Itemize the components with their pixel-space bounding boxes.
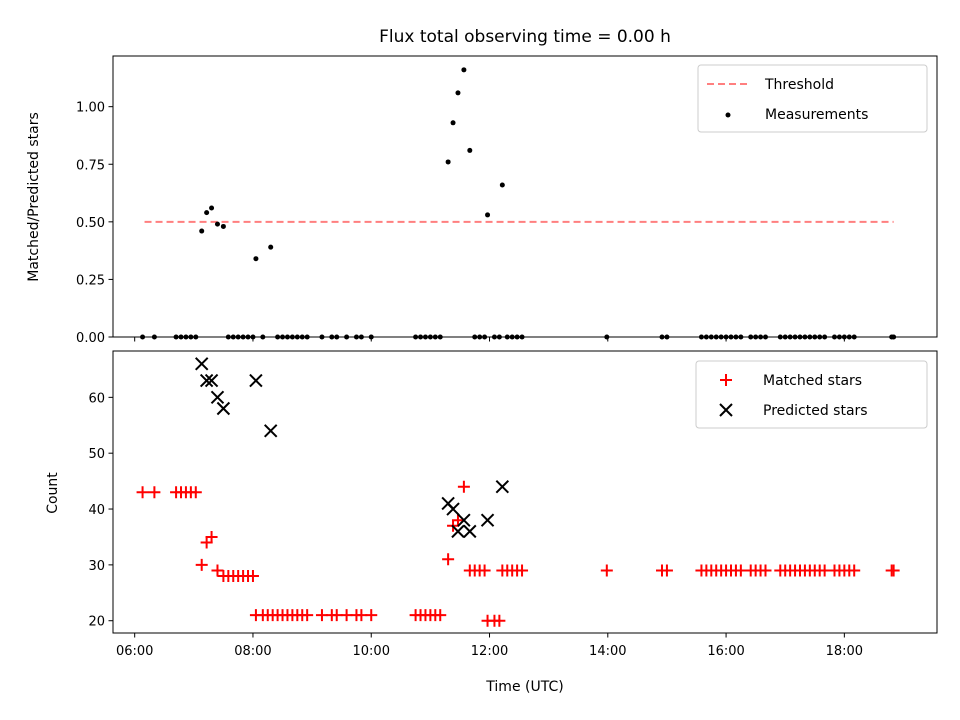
top-legend: Threshold Measurements	[697, 64, 928, 133]
measurement-point	[461, 67, 467, 73]
matched-star-point	[148, 486, 161, 499]
bottom-legend-box	[695, 360, 928, 429]
top-plot-area: 0.00 0.25 0.50 0.75 1.00	[76, 55, 938, 346]
matched-star-point	[759, 564, 772, 577]
measurement-point	[445, 159, 451, 165]
top-y-tick-label: 0.50	[76, 216, 105, 231]
matched-star-point	[660, 564, 673, 577]
bottom-plot-area: 06:00 08:00 10:00 12:00 14:00 16:00 18:00 20 30 4…	[88, 350, 938, 659]
matched-star-point	[457, 480, 470, 493]
bottom-y-tick-label: 40	[88, 503, 105, 518]
matched-star-point	[195, 558, 208, 571]
threshold-legend-label: Threshold	[764, 77, 834, 93]
matched-star-point	[478, 564, 491, 577]
measurement-point	[204, 210, 210, 216]
matched-star-point	[493, 614, 506, 627]
matched-star-point	[211, 564, 224, 577]
bottom-y-tick-label: 30	[88, 559, 105, 574]
bottom-axes-frame	[112, 350, 938, 634]
matched-star-point	[442, 553, 455, 566]
measurements-legend-label: Measurements	[765, 107, 868, 123]
bottom-x-tick-label: 12:00	[471, 644, 508, 659]
matched-star-point	[136, 486, 149, 499]
predicted-star-point	[199, 373, 214, 388]
measurement-point	[253, 256, 259, 262]
predicted-star-point	[480, 513, 495, 527]
top-y-axis-label: Matched/Predicted stars	[26, 112, 42, 282]
top-chart-title: Flux total observing time = 0.00 h	[379, 27, 671, 47]
measurement-point	[214, 221, 220, 227]
matched-star-point	[189, 486, 202, 499]
top-legend-box	[697, 64, 928, 133]
bottom-x-tick-label: 14:00	[589, 644, 626, 659]
predicted-star-point	[204, 373, 219, 388]
matched-star-point	[887, 564, 900, 577]
matched-star-point	[848, 564, 861, 577]
predicted-star-point	[216, 401, 231, 416]
measurement-point	[209, 205, 215, 211]
predicted-star-point	[249, 373, 263, 388]
top-y-tick-label: 0.75	[76, 158, 105, 173]
predicted-star-point	[495, 479, 510, 494]
measurement-point	[220, 223, 226, 229]
predicted-legend-swatch	[719, 403, 733, 417]
matched-star-point	[516, 564, 529, 577]
matched-star-point	[365, 609, 378, 622]
bottom-y-tick-label: 60	[88, 391, 105, 406]
top-y-tick-label: 0.00	[76, 331, 105, 346]
bottom-legend: Matched stars Predicted stars	[695, 360, 928, 429]
measurement-point	[485, 212, 491, 218]
matched-legend-swatch	[720, 374, 732, 386]
bottom-x-tick-label: 08:00	[234, 644, 271, 659]
measurement-point	[199, 228, 205, 234]
top-y-tick-label: 0.25	[76, 273, 105, 288]
predicted-star-point	[263, 424, 278, 438]
measurements-legend-swatch	[725, 112, 731, 118]
predicted-star-point	[457, 513, 471, 527]
top-axes-frame	[112, 55, 938, 338]
matched-star-point	[600, 564, 613, 577]
bottom-y-tick-label: 20	[88, 615, 105, 630]
bottom-x-tick-label: 10:00	[353, 644, 390, 659]
matched-star-point	[205, 530, 218, 543]
bottom-x-tick-label: 06:00	[116, 644, 153, 659]
bottom-x-tick-label: 16:00	[707, 644, 744, 659]
measurement-point	[499, 182, 505, 188]
bottom-x-tick-label: 18:00	[826, 644, 863, 659]
matched-star-point	[246, 570, 259, 583]
predicted-star-point	[451, 524, 465, 539]
predicted-star-point	[210, 390, 225, 405]
matched-star-point	[451, 514, 464, 527]
measurement-point	[467, 147, 473, 153]
predicted-star-point	[446, 502, 460, 516]
measurement-point	[450, 120, 456, 126]
predicted-star-point	[195, 357, 209, 371]
matched-legend-label: Matched stars	[763, 373, 862, 389]
matched-star-point	[434, 609, 447, 622]
predicted-legend-label: Predicted stars	[763, 403, 868, 419]
x-axis-label: Time (UTC)	[485, 679, 563, 695]
bottom-y-axis-label: Count	[45, 472, 61, 514]
bottom-y-tick-label: 50	[88, 447, 105, 462]
top-y-tick-label: 1.00	[76, 101, 105, 116]
measurement-point	[455, 90, 461, 96]
matched-star-point	[301, 609, 314, 622]
predicted-star-point	[463, 524, 477, 539]
measurement-point	[268, 244, 274, 250]
